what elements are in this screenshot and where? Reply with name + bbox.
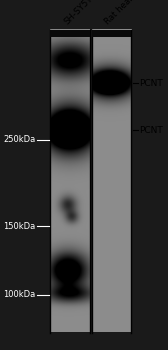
Text: 100kDa: 100kDa [3,290,35,299]
Bar [50,30,90,37]
Text: PCNT: PCNT [139,79,163,88]
Text: PCNT: PCNT [139,126,163,135]
Text: SH-SY5Y: SH-SY5Y [62,0,94,26]
Text: Rat heart: Rat heart [103,0,138,26]
Bar [92,30,131,37]
Text: 250kDa: 250kDa [3,135,35,145]
Bar [92,30,131,37]
Text: 150kDa: 150kDa [3,222,35,231]
Bar [50,30,90,37]
